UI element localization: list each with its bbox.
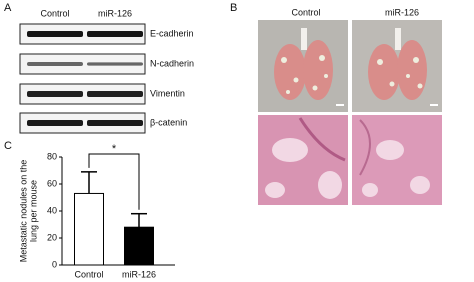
x-tick-label: miR-126 bbox=[122, 269, 156, 279]
bar-chart: 0 20 40 60 80 Metastatic nodules on the lung p… bbox=[18, 143, 175, 279]
column-label: miR-126 bbox=[98, 8, 132, 18]
histology-images bbox=[258, 115, 442, 205]
row-label: Vimentin bbox=[150, 88, 185, 98]
y-axis-label: Metastatic nodules on the bbox=[18, 160, 28, 263]
error-bar bbox=[81, 171, 97, 194]
bar bbox=[74, 192, 104, 266]
row-label: β-catenin bbox=[150, 117, 187, 127]
column-label: miR-126 bbox=[385, 7, 419, 17]
blot-band bbox=[27, 31, 83, 37]
y-tick-label: 80 bbox=[47, 151, 57, 161]
significance-label: * bbox=[112, 143, 117, 155]
blot-band bbox=[27, 120, 83, 126]
y-tick-label: 20 bbox=[47, 232, 57, 242]
blot-band bbox=[87, 120, 143, 126]
column-label: Control bbox=[291, 7, 320, 17]
panel-label: A bbox=[4, 2, 12, 14]
significance-bracket bbox=[88, 153, 140, 210]
error-bar bbox=[131, 212, 147, 228]
row-label: E-cadherin bbox=[150, 28, 194, 38]
y-tick-label: 40 bbox=[47, 205, 57, 215]
blot-band bbox=[27, 91, 83, 97]
bar bbox=[124, 226, 154, 266]
row-label: N-cadherin bbox=[150, 58, 194, 68]
blot-band bbox=[87, 62, 143, 66]
y-axis-label: lung per mouse bbox=[28, 180, 38, 242]
lung-photos bbox=[258, 20, 442, 112]
x-tick-label: Control bbox=[74, 269, 103, 279]
y-tick-label: 60 bbox=[47, 178, 57, 188]
western-blot: Control miR-126 E-cadherin N-cadherin Viment… bbox=[19, 8, 194, 134]
y-tick-label: 0 bbox=[52, 259, 57, 269]
panel-label: C bbox=[4, 140, 12, 152]
column-label: Control bbox=[40, 8, 69, 18]
blot-band bbox=[27, 62, 83, 66]
panel-label: B bbox=[230, 2, 237, 14]
blot-band bbox=[87, 31, 143, 37]
blot-band bbox=[87, 91, 143, 97]
